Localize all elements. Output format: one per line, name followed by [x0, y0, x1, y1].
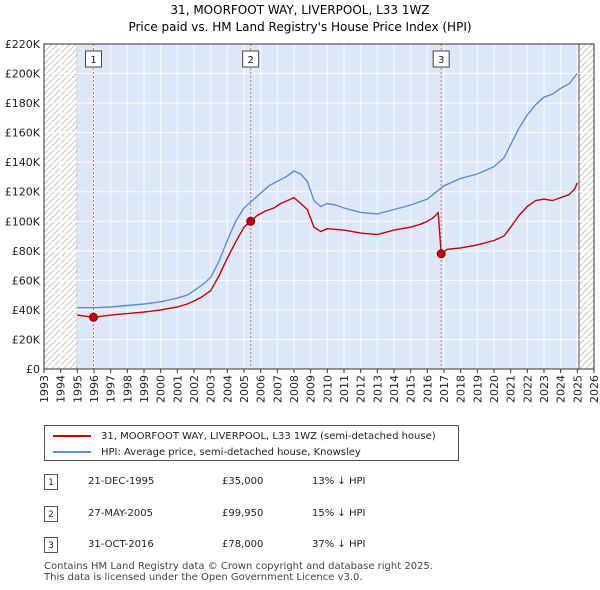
x-tick-label: 2008 — [288, 375, 301, 403]
sale-markers: 1 2 3 — [85, 44, 450, 369]
x-tick-label: 2018 — [455, 375, 468, 403]
sale-hpi-diff: 37% ↓ HPI — [312, 539, 366, 550]
x-axis-ticks: 1993 1994 1995 1996 1997 1998 1999 2000 2001 2002… — [38, 369, 600, 403]
sale-number: 3 — [44, 537, 58, 553]
table-row: 1 21-DEC-1995 £35,000 13% ↓ HPI — [44, 474, 474, 494]
x-tick-label: 1995 — [71, 375, 84, 403]
table-row: 3 31-OCT-2016 £78,000 37% ↓ HPI — [44, 537, 474, 557]
x-tick-label: 2003 — [205, 375, 218, 403]
x-tick-label: 2024 — [555, 375, 568, 403]
footer-copyright: Contains HM Land Registry data © Crown c… — [44, 561, 433, 572]
x-tick-label: 2004 — [221, 375, 234, 403]
x-tick-label: 2000 — [155, 375, 168, 403]
x-tick-label: 2006 — [255, 375, 268, 403]
sale-point — [89, 312, 98, 322]
y-tick-label: £40K — [12, 304, 41, 317]
sale-label-box — [85, 50, 102, 68]
y-tick-label: £20K — [12, 333, 41, 346]
x-tick-label: 2013 — [371, 375, 384, 403]
legend-label-property: 31, MOORFOOT WAY, LIVERPOOL, L33 1WZ (se… — [101, 430, 436, 442]
x-tick-label: 2020 — [488, 375, 501, 403]
y-tick-label: £220K — [5, 38, 41, 51]
plot-frame — [43, 43, 595, 370]
sale-hpi-diff: 15% ↓ HPI — [312, 508, 366, 519]
footer-license: This data is licensed under the Open Gov… — [44, 572, 363, 583]
legend-item-hpi: HPI: Average price, semi-detached house,… — [53, 444, 361, 460]
chart-subtitle: Price paid vs. HM Land Registry's House … — [128, 20, 471, 34]
y-tick-label: £160K — [5, 127, 41, 140]
x-tick-label: 1994 — [55, 375, 68, 403]
series-line — [77, 182, 578, 318]
y-tick-label: £60K — [12, 274, 41, 287]
sale-price: £78,000 — [222, 539, 264, 550]
y-axis-ticks: £0 £20K £40K £60K £80K £100K £120K £140K £160K £1… — [5, 38, 41, 376]
x-tick-label: 2021 — [505, 375, 518, 403]
data-period-shade — [77, 44, 579, 369]
sale-points — [89, 216, 446, 322]
legend: 31, MOORFOOT WAY, LIVERPOOL, L33 1WZ (se… — [44, 425, 459, 461]
sale-label: 3 — [438, 55, 444, 66]
x-tick-label: 2026 — [588, 375, 600, 403]
sale-price: £35,000 — [222, 476, 264, 487]
x-tick-label: 2010 — [321, 375, 334, 403]
sale-number: 1 — [44, 474, 58, 490]
x-tick-label: 1993 — [38, 375, 51, 403]
sale-price: £99,950 — [222, 508, 264, 519]
y-tick-label: £200K — [5, 68, 41, 81]
y-tick-label: £100K — [5, 215, 41, 228]
footer: Contains HM Land Registry data © Crown c… — [44, 561, 433, 583]
sale-hpi-diff: 13% ↓ HPI — [312, 476, 366, 487]
x-tick-label: 2011 — [338, 375, 351, 403]
sale-number: 2 — [44, 506, 58, 522]
no-data-hatch — [579, 44, 594, 369]
x-tick-label: 2001 — [171, 375, 184, 403]
sale-date: 27-MAY-2005 — [88, 508, 154, 519]
legend-item-property: 31, MOORFOOT WAY, LIVERPOOL, L33 1WZ (se… — [53, 428, 436, 444]
x-tick-label: 2002 — [188, 375, 201, 403]
x-tick-label: 2012 — [355, 375, 368, 403]
table-row: 2 27-MAY-2005 £99,950 15% ↓ HPI — [44, 506, 474, 526]
series-line — [77, 73, 578, 309]
y-tick-label: £180K — [5, 97, 41, 110]
x-tick-label: 2019 — [471, 375, 484, 403]
x-tick-label: 2017 — [438, 375, 451, 403]
x-tick-label: 2025 — [571, 375, 584, 403]
y-tick-label: £80K — [12, 245, 41, 258]
sale-point — [436, 249, 446, 259]
sale-label-box — [432, 50, 450, 68]
x-tick-label: 2022 — [521, 375, 534, 403]
chart-title: 31, MOORFOOT WAY, LIVERPOOL, L33 1WZ — [170, 3, 429, 17]
sale-label-box — [242, 50, 260, 68]
sale-date: 31-OCT-2016 — [88, 539, 154, 550]
x-tick-label: 1999 — [138, 375, 151, 403]
sale-point — [246, 216, 256, 226]
gridlines — [43, 43, 595, 370]
x-tick-label: 1996 — [88, 375, 101, 403]
sale-label: 1 — [90, 55, 96, 66]
sale-date: 21-DEC-1995 — [88, 476, 155, 487]
x-tick-label: 2014 — [388, 375, 401, 403]
sale-label: 2 — [247, 55, 253, 66]
legend-label-hpi: HPI: Average price, semi-detached house,… — [101, 446, 361, 458]
price-chart: 31, MOORFOOT WAY, LIVERPOOL, L33 1WZ Pri… — [5, 3, 600, 403]
x-tick-label: 2023 — [538, 375, 551, 403]
series-lines — [77, 73, 578, 318]
y-tick-label: £120K — [5, 186, 41, 199]
y-tick-label: £140K — [5, 156, 41, 169]
x-tick-label: 2016 — [421, 375, 434, 403]
x-tick-label: 1998 — [121, 375, 134, 403]
legend-swatch-hpi — [53, 451, 91, 453]
x-tick-label: 2005 — [238, 375, 251, 403]
x-tick-label: 2007 — [271, 375, 284, 403]
x-tick-label: 2009 — [305, 375, 318, 403]
plot-background — [44, 44, 594, 369]
x-tick-label: 2015 — [405, 375, 418, 403]
legend-swatch-property — [53, 435, 91, 437]
y-tick-label: £0 — [26, 363, 40, 376]
x-tick-label: 1997 — [105, 375, 118, 403]
